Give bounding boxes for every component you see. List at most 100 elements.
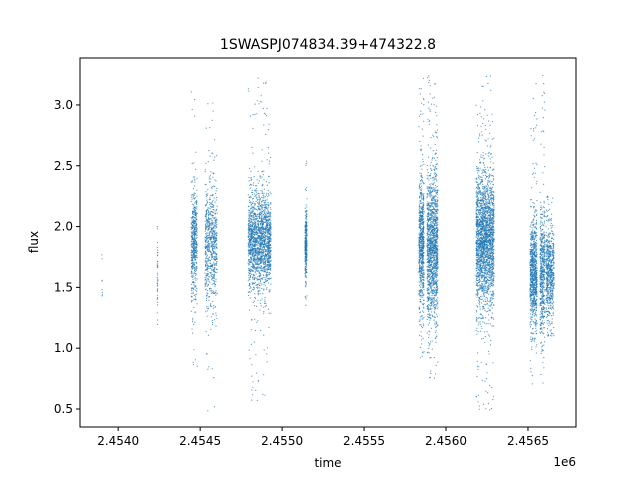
data-point <box>432 188 434 190</box>
data-point <box>429 110 431 112</box>
data-point <box>206 203 208 205</box>
data-point <box>262 393 264 395</box>
data-point <box>261 160 263 162</box>
data-point <box>207 221 209 223</box>
data-point <box>213 305 215 307</box>
data-point <box>214 284 216 286</box>
data-point <box>262 306 264 308</box>
data-point <box>210 237 212 239</box>
data-point <box>248 197 250 199</box>
data-point <box>430 162 432 164</box>
data-point <box>257 210 259 212</box>
data-point <box>195 285 197 287</box>
data-point <box>423 218 425 220</box>
data-point <box>421 181 423 183</box>
data-point <box>216 212 218 214</box>
data-point <box>214 186 216 188</box>
data-point <box>264 256 267 258</box>
data-point <box>194 208 196 210</box>
data-point <box>157 249 159 251</box>
data-point <box>430 261 432 264</box>
data-point <box>255 190 257 192</box>
data-point <box>265 81 267 83</box>
data-point <box>193 275 195 277</box>
data-point <box>248 180 250 182</box>
data-point <box>423 299 425 302</box>
data-point <box>215 240 217 242</box>
data-point <box>305 204 307 206</box>
data-point <box>192 195 194 197</box>
data-point <box>192 332 194 334</box>
data-point <box>215 180 217 182</box>
data-point <box>260 275 262 277</box>
data-point <box>210 227 212 229</box>
data-point <box>205 260 207 262</box>
data-point <box>265 270 267 272</box>
data-point <box>260 305 262 307</box>
data-point <box>265 232 267 234</box>
data-point <box>256 239 258 241</box>
data-point <box>193 246 195 248</box>
data-point <box>248 201 251 203</box>
data-point <box>190 236 193 238</box>
data-point <box>196 245 198 247</box>
data-point <box>423 351 425 353</box>
data-point <box>193 194 195 196</box>
data-point <box>423 183 425 185</box>
data-point <box>418 224 420 226</box>
data-point <box>419 237 421 239</box>
data-point <box>420 244 423 246</box>
data-point <box>261 207 263 209</box>
data-point <box>247 260 250 262</box>
data-point <box>258 254 260 256</box>
data-point <box>208 275 210 278</box>
data-point <box>422 296 424 298</box>
data-point <box>258 259 260 261</box>
data-point <box>208 213 210 215</box>
data-point <box>429 195 431 197</box>
data-point <box>264 306 266 308</box>
data-point <box>420 289 422 291</box>
data-point <box>205 265 207 267</box>
data-point <box>156 246 158 249</box>
data-point <box>268 244 270 246</box>
data-point <box>261 233 263 235</box>
data-point <box>194 176 196 178</box>
data-point <box>434 231 436 233</box>
data-point <box>255 268 257 270</box>
data-point <box>264 215 266 217</box>
data-point <box>433 186 435 188</box>
data-point <box>427 227 429 229</box>
data-point <box>262 107 264 110</box>
data-point <box>261 256 263 258</box>
data-point <box>212 235 214 237</box>
data-point <box>418 232 420 234</box>
data-point <box>206 219 208 221</box>
data-point <box>195 237 197 239</box>
data-point <box>196 278 198 280</box>
data-point <box>193 298 195 300</box>
data-point <box>254 297 257 299</box>
data-point <box>256 277 258 279</box>
data-point <box>157 278 159 280</box>
data-point <box>204 230 206 232</box>
data-point <box>253 341 255 343</box>
data-point <box>192 176 194 178</box>
data-point <box>192 212 194 214</box>
data-point <box>262 278 264 280</box>
data-point <box>254 254 256 257</box>
data-point <box>212 273 214 276</box>
data-point <box>205 162 207 164</box>
data-point <box>207 293 209 295</box>
data-point <box>192 287 195 290</box>
data-point <box>268 218 270 220</box>
data-point <box>194 277 197 279</box>
data-point <box>263 218 265 220</box>
data-point <box>214 270 216 272</box>
data-point <box>423 276 425 278</box>
data-point <box>423 323 425 325</box>
data-point <box>268 203 270 205</box>
data-point <box>212 110 214 112</box>
data-point <box>214 252 216 255</box>
data-point <box>215 192 217 194</box>
